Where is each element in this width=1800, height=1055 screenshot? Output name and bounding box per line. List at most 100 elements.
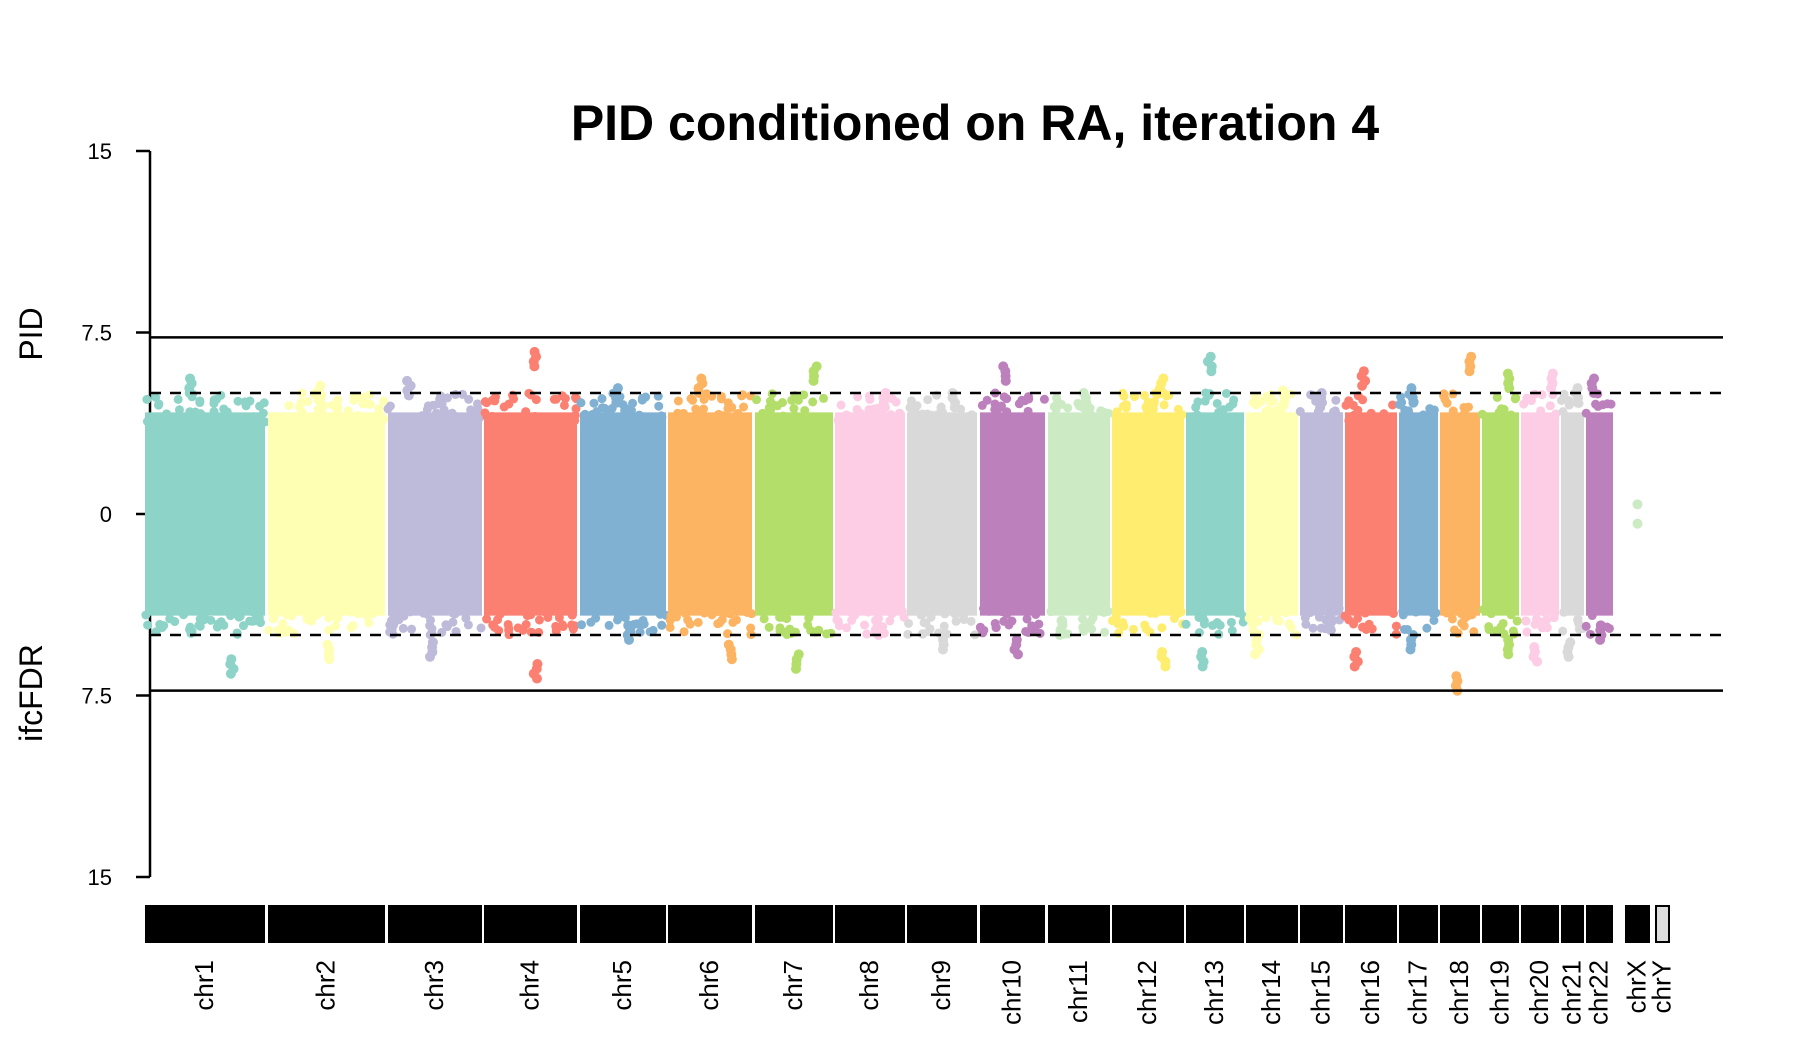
ideogram-chr6 [668, 905, 752, 943]
data-point [1225, 415, 1235, 425]
data-point [863, 607, 873, 617]
data-point [333, 395, 343, 405]
data-point [463, 620, 473, 630]
data-point [1397, 397, 1407, 407]
data-point [367, 606, 377, 616]
series-chr19 [1477, 368, 1522, 660]
data-point [925, 624, 935, 634]
data-point [867, 415, 877, 425]
data-point [1379, 411, 1389, 421]
data-point [640, 604, 650, 614]
data-point [921, 603, 931, 613]
data-point [458, 389, 468, 399]
data-point [482, 614, 492, 624]
data-point [869, 404, 879, 414]
data-point [1418, 410, 1428, 420]
data-point [289, 628, 299, 638]
data-point [1506, 610, 1516, 620]
data-point [1127, 604, 1137, 614]
data-point [1140, 390, 1150, 400]
data-point [278, 619, 288, 629]
data-point [494, 626, 504, 636]
data-point [778, 398, 788, 408]
ideogram-chr4 [484, 905, 577, 943]
data-point [1328, 417, 1338, 427]
series-chr10 [975, 361, 1049, 660]
data-point [1632, 518, 1643, 529]
data-point [891, 397, 901, 407]
data-point [1264, 405, 1274, 415]
data-point [1207, 601, 1217, 611]
data-point [1353, 405, 1363, 415]
data-point [1504, 383, 1515, 394]
data-point [984, 606, 994, 616]
data-point [1201, 388, 1211, 398]
data-point [842, 410, 852, 420]
data-point [534, 615, 544, 625]
x-tick-label: chr9 [926, 960, 956, 1011]
series-chr14 [1244, 385, 1301, 660]
data-point [1004, 620, 1014, 630]
data-point [568, 624, 578, 634]
data-point [297, 388, 307, 398]
data-point [1503, 634, 1514, 645]
data-point [1129, 624, 1139, 634]
data-point [1176, 607, 1186, 617]
data-point [449, 411, 459, 421]
ideogram-chr12 [1112, 905, 1184, 943]
data-point [1316, 623, 1326, 633]
data-point [142, 417, 152, 427]
data-point [860, 620, 870, 630]
data-point [1460, 613, 1470, 623]
data-point [480, 408, 490, 418]
data-point [297, 407, 307, 417]
data-point [1112, 407, 1122, 417]
data-point [897, 606, 907, 616]
data-point [1301, 619, 1311, 629]
data-point [1000, 375, 1011, 386]
data-point [1486, 609, 1496, 619]
data-point [182, 414, 192, 424]
series-chr11 [1046, 388, 1114, 640]
data-point [1357, 380, 1368, 391]
data-point [836, 400, 846, 410]
data-point [912, 401, 922, 411]
data-point [657, 620, 667, 630]
data-point [1156, 414, 1166, 424]
data-point [258, 408, 268, 418]
data-point [170, 617, 180, 627]
data-point [461, 613, 471, 623]
data-point [330, 621, 340, 631]
data-point [1388, 400, 1398, 410]
data-point [1011, 634, 1022, 645]
data-point [926, 410, 936, 420]
data-point [422, 609, 432, 619]
data-point [752, 395, 762, 405]
data-point [407, 624, 417, 634]
data-point [905, 403, 915, 413]
ideogram-chr8 [835, 905, 905, 943]
data-point [1078, 402, 1089, 413]
data-point [589, 398, 599, 408]
data-point [1191, 402, 1201, 412]
data-point [1272, 615, 1282, 625]
data-point [1366, 408, 1376, 418]
data-point [1278, 400, 1289, 411]
data-point [853, 392, 863, 402]
data-point [1398, 606, 1408, 616]
data-point [260, 417, 270, 427]
data-point [886, 410, 896, 420]
data-point [951, 616, 961, 626]
data-point [482, 398, 492, 408]
data-point [1546, 383, 1557, 394]
data-point [804, 613, 814, 623]
data-point [1447, 614, 1457, 624]
data-point [1295, 407, 1305, 417]
data-point [405, 607, 415, 617]
data-point [219, 404, 229, 414]
data-point [937, 630, 948, 640]
data-point [1089, 607, 1099, 617]
data-point [917, 409, 927, 419]
data-point [727, 402, 737, 412]
